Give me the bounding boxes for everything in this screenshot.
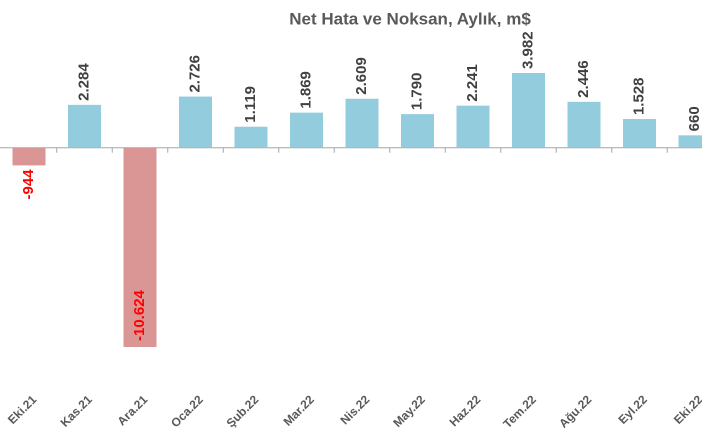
value-label: 2.241 (464, 64, 481, 102)
x-tick-label: Nis.22 (337, 392, 372, 427)
x-tick-label: Eki.22 (671, 392, 702, 427)
x-tick-label: Tem.22 (500, 392, 539, 431)
value-label: 2.284 (75, 63, 92, 101)
value-label: 2.609 (353, 57, 370, 95)
bar (456, 105, 490, 148)
bar (123, 147, 157, 347)
value-label: 1.119 (242, 86, 259, 123)
x-tick-label: Haz.22 (447, 392, 484, 429)
chart-title: Net Hata ve Noksan, Aylık, m$ (289, 9, 531, 28)
bar (678, 135, 702, 148)
bar (12, 147, 46, 166)
bar (179, 96, 212, 148)
value-label: -10.624 (131, 289, 148, 341)
x-tick-label: Eyl.22 (615, 392, 650, 427)
value-label: 660 (686, 106, 702, 131)
bar (345, 98, 379, 148)
bar (623, 119, 656, 148)
bar (567, 101, 601, 148)
value-label: 1.790 (408, 73, 425, 111)
value-label: 3.982 (519, 31, 536, 69)
x-tick-label: Şub.22 (224, 392, 262, 430)
value-label: 1.528 (630, 77, 647, 115)
x-tick-label: Eki.21 (5, 392, 40, 427)
x-tick-label: Ağu.22 (556, 392, 594, 430)
value-label: 2.446 (575, 60, 592, 98)
x-tick-label: Oca.22 (168, 392, 206, 430)
bar (234, 126, 268, 148)
bar (68, 104, 101, 148)
value-label: 1.869 (297, 71, 314, 109)
x-tick-label: Kas.21 (58, 392, 95, 429)
x-tick-label: Mar.22 (281, 392, 318, 429)
x-tick-label: May.22 (390, 392, 428, 430)
bar (290, 112, 323, 148)
x-tick-label: Ara.21 (115, 392, 151, 428)
value-label: 2.726 (186, 55, 203, 93)
bar (401, 114, 434, 148)
value-label: -944 (20, 169, 37, 200)
bar (512, 73, 545, 148)
